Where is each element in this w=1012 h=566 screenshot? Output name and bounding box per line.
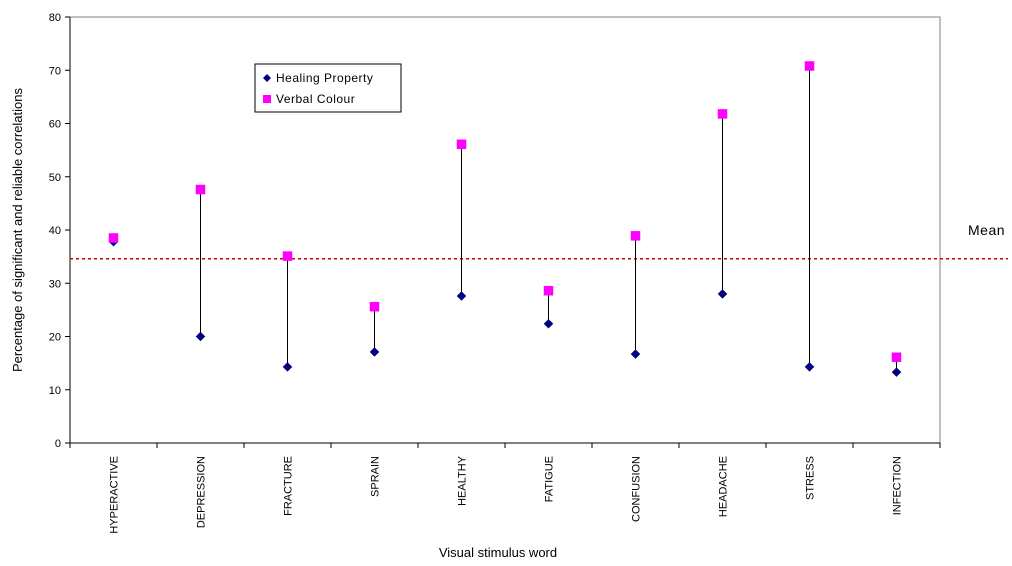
legend-diamond-icon (263, 74, 271, 82)
legend-label: Verbal Colour (276, 92, 355, 106)
y-tick-label: 0 (55, 438, 61, 450)
healing-property-marker (369, 347, 380, 357)
legend-label: Healing Property (276, 71, 373, 85)
verbal-colour-marker (804, 61, 815, 71)
mean-label: Mean (968, 222, 1005, 238)
x-category-label: FRACTURE (283, 456, 295, 516)
x-axis-title: Visual stimulus word (439, 545, 557, 560)
x-category-label: INFECTION (892, 456, 904, 515)
healing-property-marker (456, 291, 467, 301)
healing-property-marker (282, 361, 293, 372)
y-tick-label: 10 (49, 385, 61, 397)
legend-square-icon (263, 95, 271, 103)
healing-property-marker (891, 367, 902, 378)
healing-property-marker (543, 318, 554, 329)
x-axis: HYPERACTIVE DEPRESSION FRACTURE SPRAIN HEALT… (69, 442, 941, 534)
x-category-label: STRESS (805, 456, 817, 500)
verbal-colour-marker (630, 231, 641, 241)
mean-line-group: Mean (70, 222, 1008, 260)
y-tick-label: 20 (49, 332, 61, 344)
healing-property-marker (717, 289, 728, 299)
x-category-label: FATIGUE (544, 456, 556, 502)
legend: Healing Property Verbal Colour (254, 63, 402, 113)
y-axis-title: Percentage of significant and reliable c… (10, 88, 25, 373)
y-tick-label: 80 (49, 12, 61, 24)
y-tick-label: 50 (49, 172, 61, 184)
y-tick-label: 70 (49, 65, 61, 77)
healing-property-marker (195, 331, 206, 342)
connector-lines (113, 65, 897, 373)
x-category-label: DEPRESSION (196, 456, 208, 528)
x-category-label: SPRAIN (370, 456, 382, 497)
data-markers (108, 61, 902, 378)
verbal-colour-marker (456, 139, 467, 150)
y-tick-label: 60 (49, 119, 61, 131)
verbal-colour-marker (543, 285, 554, 296)
y-tick-label: 40 (49, 225, 61, 237)
x-category-label: CONFUSION (631, 456, 643, 522)
y-tick-label: 30 (49, 278, 61, 290)
y-axis: 0 10 20 30 40 50 60 70 80 (49, 12, 71, 450)
verbal-colour-marker (717, 109, 728, 119)
healing-property-marker (804, 361, 815, 372)
x-category-label: HEALTHY (457, 455, 469, 506)
verbal-colour-marker (282, 251, 293, 261)
verbal-colour-marker (891, 352, 902, 363)
verbal-colour-marker (369, 301, 380, 312)
healing-property-marker (630, 349, 641, 359)
verbal-colour-marker (195, 184, 206, 195)
x-category-label: HEADACHE (718, 456, 730, 517)
x-category-label: HYPERACTIVE (109, 456, 121, 534)
verbal-colour-marker (108, 233, 119, 243)
legend-box (254, 63, 402, 113)
